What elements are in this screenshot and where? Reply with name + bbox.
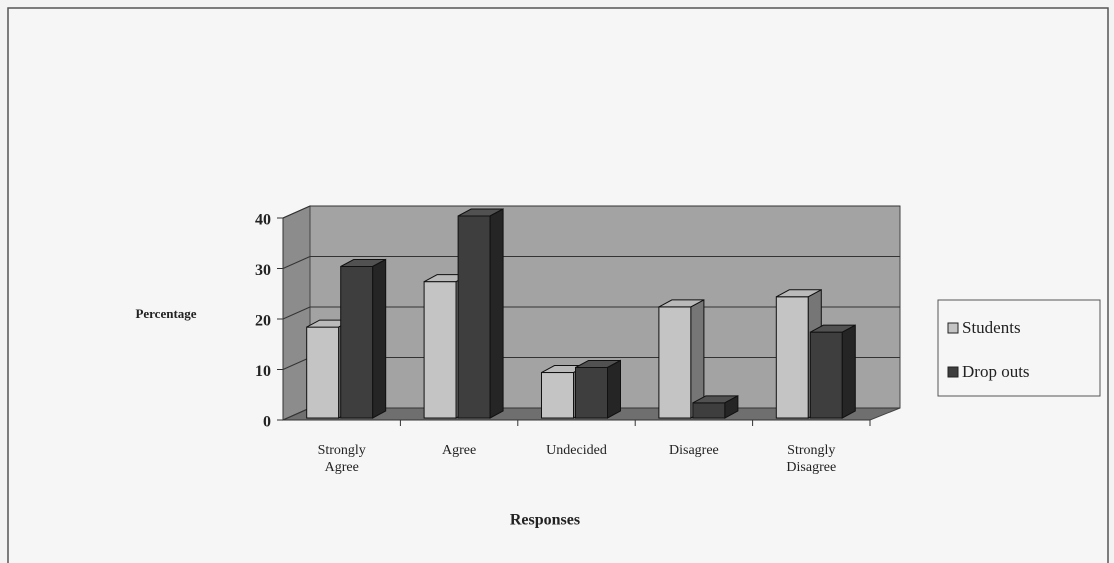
bar-side [372, 258, 387, 419]
grid-line [282, 357, 311, 370]
y-axis-label: Percentage [135, 306, 196, 321]
bar-side [489, 208, 504, 419]
bar [457, 208, 504, 419]
bar-side [607, 359, 621, 419]
x-tick-label: Agree [441, 443, 477, 458]
x-tick-label-box: Strongly Disagree [786, 443, 837, 475]
y-tick-label: 40 [255, 212, 271, 229]
bar-front [658, 306, 692, 419]
bar-side [724, 395, 739, 419]
bar [575, 359, 621, 419]
x-tick-label-box: Strongly Agree [317, 443, 366, 475]
bar [692, 395, 739, 419]
legend-box [937, 299, 1101, 397]
x-tick-label-box: Agree [441, 443, 477, 458]
x-tick-label: Strongly Disagree [786, 443, 837, 475]
legend-swatch [947, 366, 959, 378]
x-tick-label: Disagree [669, 443, 719, 458]
y-tick-label: 20 [255, 313, 271, 330]
bar-front [457, 215, 491, 419]
x-axis-label: Responses [510, 512, 580, 529]
x-tick-label-box: Undecided [546, 443, 607, 458]
bar [809, 324, 856, 419]
bar-front [423, 281, 457, 419]
y-tick-label: 10 [255, 363, 271, 380]
bar-front [575, 367, 608, 419]
bar-front [340, 266, 374, 419]
x-tick-label: Undecided [546, 443, 607, 458]
legend-label: Drop outs [962, 362, 1030, 381]
grid-line [282, 407, 311, 421]
y-tick-label: 30 [255, 262, 271, 279]
legend-label: Students [962, 318, 1021, 337]
grid-line [282, 205, 311, 219]
bar-front [692, 402, 726, 419]
bar-side [841, 324, 856, 419]
legend-swatch [947, 322, 959, 334]
bar-front [775, 296, 809, 419]
x-tick-label-box: Disagree [669, 443, 719, 458]
bar [658, 299, 705, 419]
x-tick-label: Strongly Agree [317, 443, 366, 475]
bar [340, 258, 387, 419]
bar-front [809, 331, 843, 419]
grid-line [282, 306, 311, 320]
grid-line [282, 256, 311, 269]
bar-front [306, 326, 340, 419]
bar-front [541, 372, 574, 419]
y-tick-label: 0 [263, 414, 271, 431]
